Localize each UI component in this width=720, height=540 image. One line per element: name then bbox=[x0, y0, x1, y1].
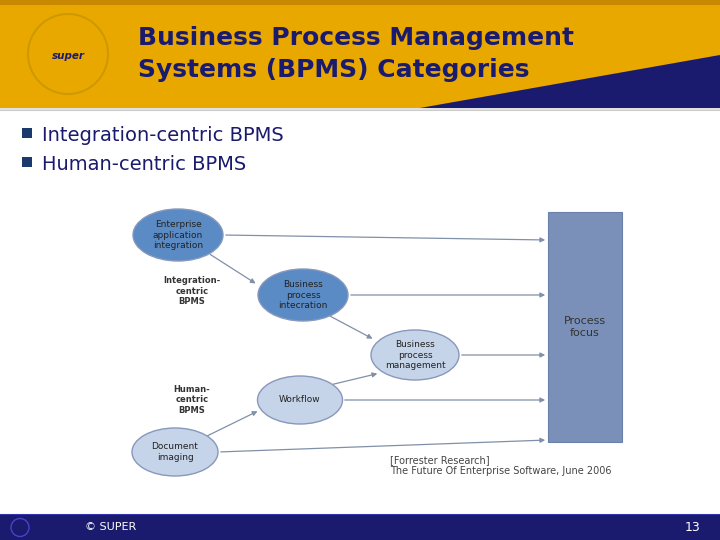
Text: super: super bbox=[52, 51, 84, 61]
FancyBboxPatch shape bbox=[0, 0, 720, 5]
Text: Integration-
centric
BPMS: Integration- centric BPMS bbox=[163, 276, 220, 306]
FancyBboxPatch shape bbox=[22, 128, 32, 138]
FancyBboxPatch shape bbox=[0, 515, 720, 540]
FancyBboxPatch shape bbox=[22, 157, 32, 167]
Ellipse shape bbox=[133, 209, 223, 261]
Text: 13: 13 bbox=[684, 521, 700, 534]
Ellipse shape bbox=[132, 428, 218, 476]
Circle shape bbox=[24, 10, 112, 98]
Ellipse shape bbox=[258, 376, 343, 424]
Text: Document
imaging: Document imaging bbox=[152, 442, 199, 462]
Text: Workflow: Workflow bbox=[279, 395, 321, 404]
Text: [Forrester Research]: [Forrester Research] bbox=[390, 455, 490, 465]
Text: Process
focus: Process focus bbox=[564, 316, 606, 338]
FancyBboxPatch shape bbox=[548, 212, 622, 442]
Text: Business
process
intecration: Business process intecration bbox=[279, 280, 328, 310]
FancyBboxPatch shape bbox=[0, 108, 720, 110]
Ellipse shape bbox=[371, 330, 459, 380]
Text: The Future Of Enterprise Software, June 2006: The Future Of Enterprise Software, June … bbox=[390, 466, 611, 476]
Text: Enterprise
application
integration: Enterprise application integration bbox=[153, 220, 203, 250]
Text: Business
process
management: Business process management bbox=[384, 340, 445, 370]
Text: Integration-centric BPMS: Integration-centric BPMS bbox=[42, 126, 284, 145]
Text: Human-centric BPMS: Human-centric BPMS bbox=[42, 155, 246, 174]
Ellipse shape bbox=[258, 269, 348, 321]
Text: Systems (BPMS) Categories: Systems (BPMS) Categories bbox=[138, 58, 529, 82]
FancyBboxPatch shape bbox=[0, 0, 720, 108]
Text: Business Process Management: Business Process Management bbox=[138, 26, 574, 50]
Text: © SUPER: © SUPER bbox=[85, 523, 136, 532]
Text: Human-
centric
BPMS: Human- centric BPMS bbox=[174, 385, 210, 415]
Polygon shape bbox=[420, 55, 720, 108]
